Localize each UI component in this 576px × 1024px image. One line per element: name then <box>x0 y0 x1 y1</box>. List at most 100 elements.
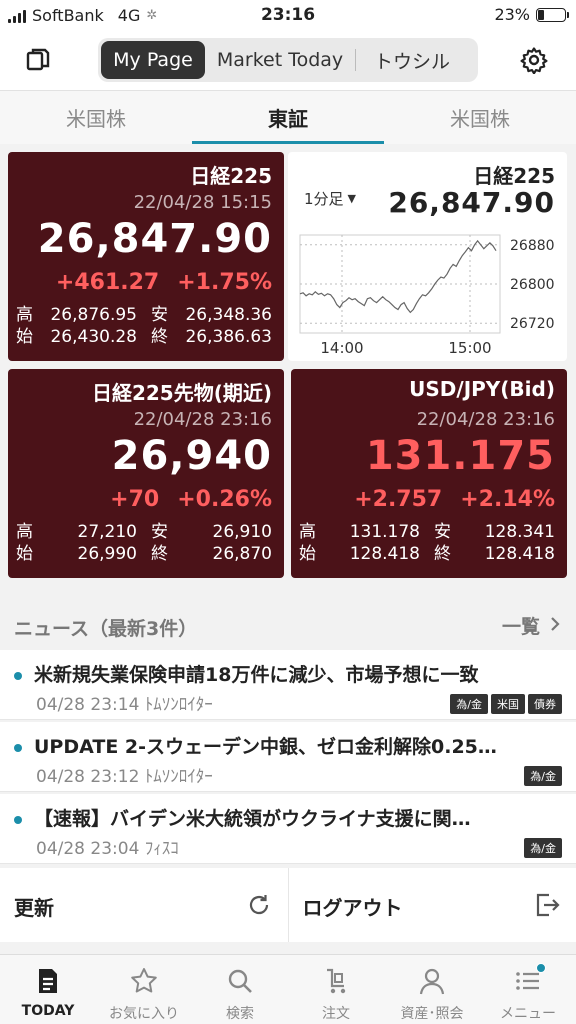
news-item[interactable]: UPDATE 2-スウェーデン中銀、ゼロ金利解除0.25… 04/28 23:1… <box>0 722 576 792</box>
status-right: 23% <box>494 5 569 24</box>
news-title: ニュース（最新3件） <box>14 618 198 640</box>
stat-low: 128.341 <box>484 522 555 542</box>
usdjpy-quote-card[interactable]: USD/JPY(Bid) 22/04/28 23:16 131.175 +2.7… <box>291 369 567 578</box>
stat-low-label: 安 <box>151 522 168 542</box>
copy-icon[interactable] <box>20 42 56 78</box>
news-tags: 為/金 <box>524 766 562 786</box>
y-tick-label: 26720 <box>510 316 555 332</box>
network-label: 4G <box>117 6 141 25</box>
stat-high: 26,876.95 <box>50 305 137 325</box>
nav-today[interactable]: TODAY <box>0 955 96 1024</box>
segment-market-today[interactable]: Market Today <box>216 49 344 71</box>
stat-low: 26,348.36 <box>185 305 272 325</box>
document-icon <box>32 965 64 997</box>
news-item[interactable]: 米新規失業保険申請18万件に減少、市場予想に一致 04/28 23:14 ﾄﾑｿ… <box>0 650 576 720</box>
news-source: ﾄﾑｿﾝﾛｲﾀｰ <box>144 767 213 787</box>
unread-dot-icon <box>14 816 22 824</box>
y-tick-label: 26800 <box>510 277 555 293</box>
star-icon <box>128 965 160 997</box>
news-meta: 04/28 23:12 ﾄﾑｿﾝﾛｲﾀｰ <box>36 762 213 787</box>
battery-level <box>538 9 544 20</box>
news-header: ニュース（最新3件） 一覧 <box>0 600 576 648</box>
chevron-down-icon: ▼ <box>347 192 357 205</box>
chart-interval-select[interactable]: 1分足 ▼ <box>304 188 356 209</box>
news-headline: 米新規失業保険申請18万件に減少、市場予想に一致 <box>34 664 479 686</box>
chevron-right-icon <box>550 615 560 637</box>
quote-change: +2.757 <box>354 487 443 512</box>
x-tick-label: 15:00 <box>448 339 491 357</box>
quote-stats: 高 26,876.95 安 26,348.36 始 26,430.28 終 26,386.6… <box>16 304 272 348</box>
news-source: ﾌｨｽｺ <box>144 839 179 859</box>
settings-gear-icon[interactable] <box>516 42 552 78</box>
refresh-label: 更新 <box>14 896 54 920</box>
news-all-link[interactable]: 一覧 <box>502 612 560 639</box>
news-headline: 【速報】バイデン米大統領がウクライナ支援に関… <box>34 808 471 830</box>
quote-change-pct: +2.14% <box>460 487 555 512</box>
news-time: 04/28 23:14 <box>36 695 140 715</box>
x-tick-label: 14:00 <box>320 339 363 357</box>
cart-icon <box>320 965 352 997</box>
nav-label: お気に入り <box>109 1006 179 1022</box>
stat-open: 26,430.28 <box>50 327 137 347</box>
refresh-icon <box>244 890 274 920</box>
news-meta: 04/28 23:04 ﾌｨｽｺ <box>36 834 179 859</box>
chart-interval: 1分足 <box>304 190 344 208</box>
unread-dot-icon <box>14 744 22 752</box>
stat-open-label: 始 <box>16 544 33 564</box>
quote-change-pct: +1.75% <box>177 270 272 295</box>
stat-high-label: 高 <box>299 522 316 542</box>
quote-change-row: +70 +0.26% <box>110 487 272 512</box>
battery-icon <box>536 7 569 22</box>
status-left: SoftBank 4G ✲ <box>8 6 157 25</box>
intraday-line-chart: 14:00 15:00 26880 26800 26720 <box>299 234 555 357</box>
nav-assets[interactable]: 資産･照会 <box>384 955 480 1024</box>
chart-name: 日経225 <box>473 164 555 188</box>
news-time: 04/28 23:04 <box>36 839 140 859</box>
refresh-button[interactable]: 更新 <box>0 868 288 942</box>
logout-button[interactable]: ログアウト <box>287 868 576 942</box>
quote-price: 131.175 <box>365 433 555 479</box>
logout-label: ログアウト <box>302 896 403 920</box>
unread-dot-icon <box>14 672 22 680</box>
nav-menu[interactable]: メニュー <box>480 955 576 1024</box>
futures-quote-card[interactable]: 日経225先物(期近) 22/04/28 23:16 26,940 +70 +0… <box>8 369 284 578</box>
nikkei-quote-card[interactable]: 日経225 22/04/28 15:15 26,847.90 +461.27 +… <box>8 152 284 361</box>
news-item[interactable]: 【速報】バイデン米大統領がウクライナ支援に関… 04/28 23:04 ﾌｨｽｺ… <box>0 794 576 864</box>
nav-label: 資産･照会 <box>400 1006 464 1022</box>
battery-percent: 23% <box>494 5 530 24</box>
tab-us-stocks-right[interactable]: 米国株 <box>450 107 510 131</box>
quote-change: +70 <box>110 487 160 512</box>
nav-label: メニュー <box>500 1006 556 1022</box>
quote-change-pct: +0.26% <box>177 487 272 512</box>
segment-divider <box>355 49 356 71</box>
news-meta: 04/28 23:14 ﾄﾑｿﾝﾛｲﾀｰ <box>36 690 213 715</box>
nav-label: 検索 <box>226 1006 254 1022</box>
stat-open: 26,990 <box>77 544 137 564</box>
nav-search[interactable]: 検索 <box>192 955 288 1024</box>
stat-open: 128.418 <box>349 544 420 564</box>
nav-label: 注文 <box>322 1006 350 1022</box>
series-line <box>299 239 497 314</box>
tab-us-stocks-left[interactable]: 米国株 <box>66 107 126 131</box>
stat-close-label: 終 <box>151 327 168 347</box>
quote-change-row: +2.757 +2.14% <box>354 487 555 512</box>
news-source: ﾄﾑｿﾝﾛｲﾀｰ <box>144 695 213 715</box>
nav-favorites[interactable]: お気に入り <box>96 955 192 1024</box>
stat-close-label: 終 <box>434 544 451 564</box>
stat-high-label: 高 <box>16 305 33 325</box>
quote-date: 22/04/28 23:16 <box>133 409 272 430</box>
quote-price: 26,847.90 <box>37 216 272 262</box>
carrier-label: SoftBank <box>32 6 104 25</box>
news-tag: 為/金 <box>450 694 488 714</box>
nav-order[interactable]: 注文 <box>288 955 384 1024</box>
stat-high-label: 高 <box>16 522 33 542</box>
tab-tse[interactable]: 東証 <box>192 91 384 144</box>
news-tags: 為/金 <box>524 838 562 858</box>
quote-stats: 高 131.178 安 128.341 始 128.418 終 128.418 <box>299 521 555 565</box>
news-tag: 為/金 <box>524 766 562 786</box>
segment-my-page[interactable]: My Page <box>101 41 205 79</box>
news-tag: 為/金 <box>524 838 562 858</box>
segment-toushiru[interactable]: トウシル <box>373 50 450 73</box>
news-headline: UPDATE 2-スウェーデン中銀、ゼロ金利解除0.25… <box>34 736 497 758</box>
nikkei-chart-card[interactable]: 日経225 1分足 ▼ 26,847.90 14:00 15:00 26880 268… <box>288 152 567 361</box>
